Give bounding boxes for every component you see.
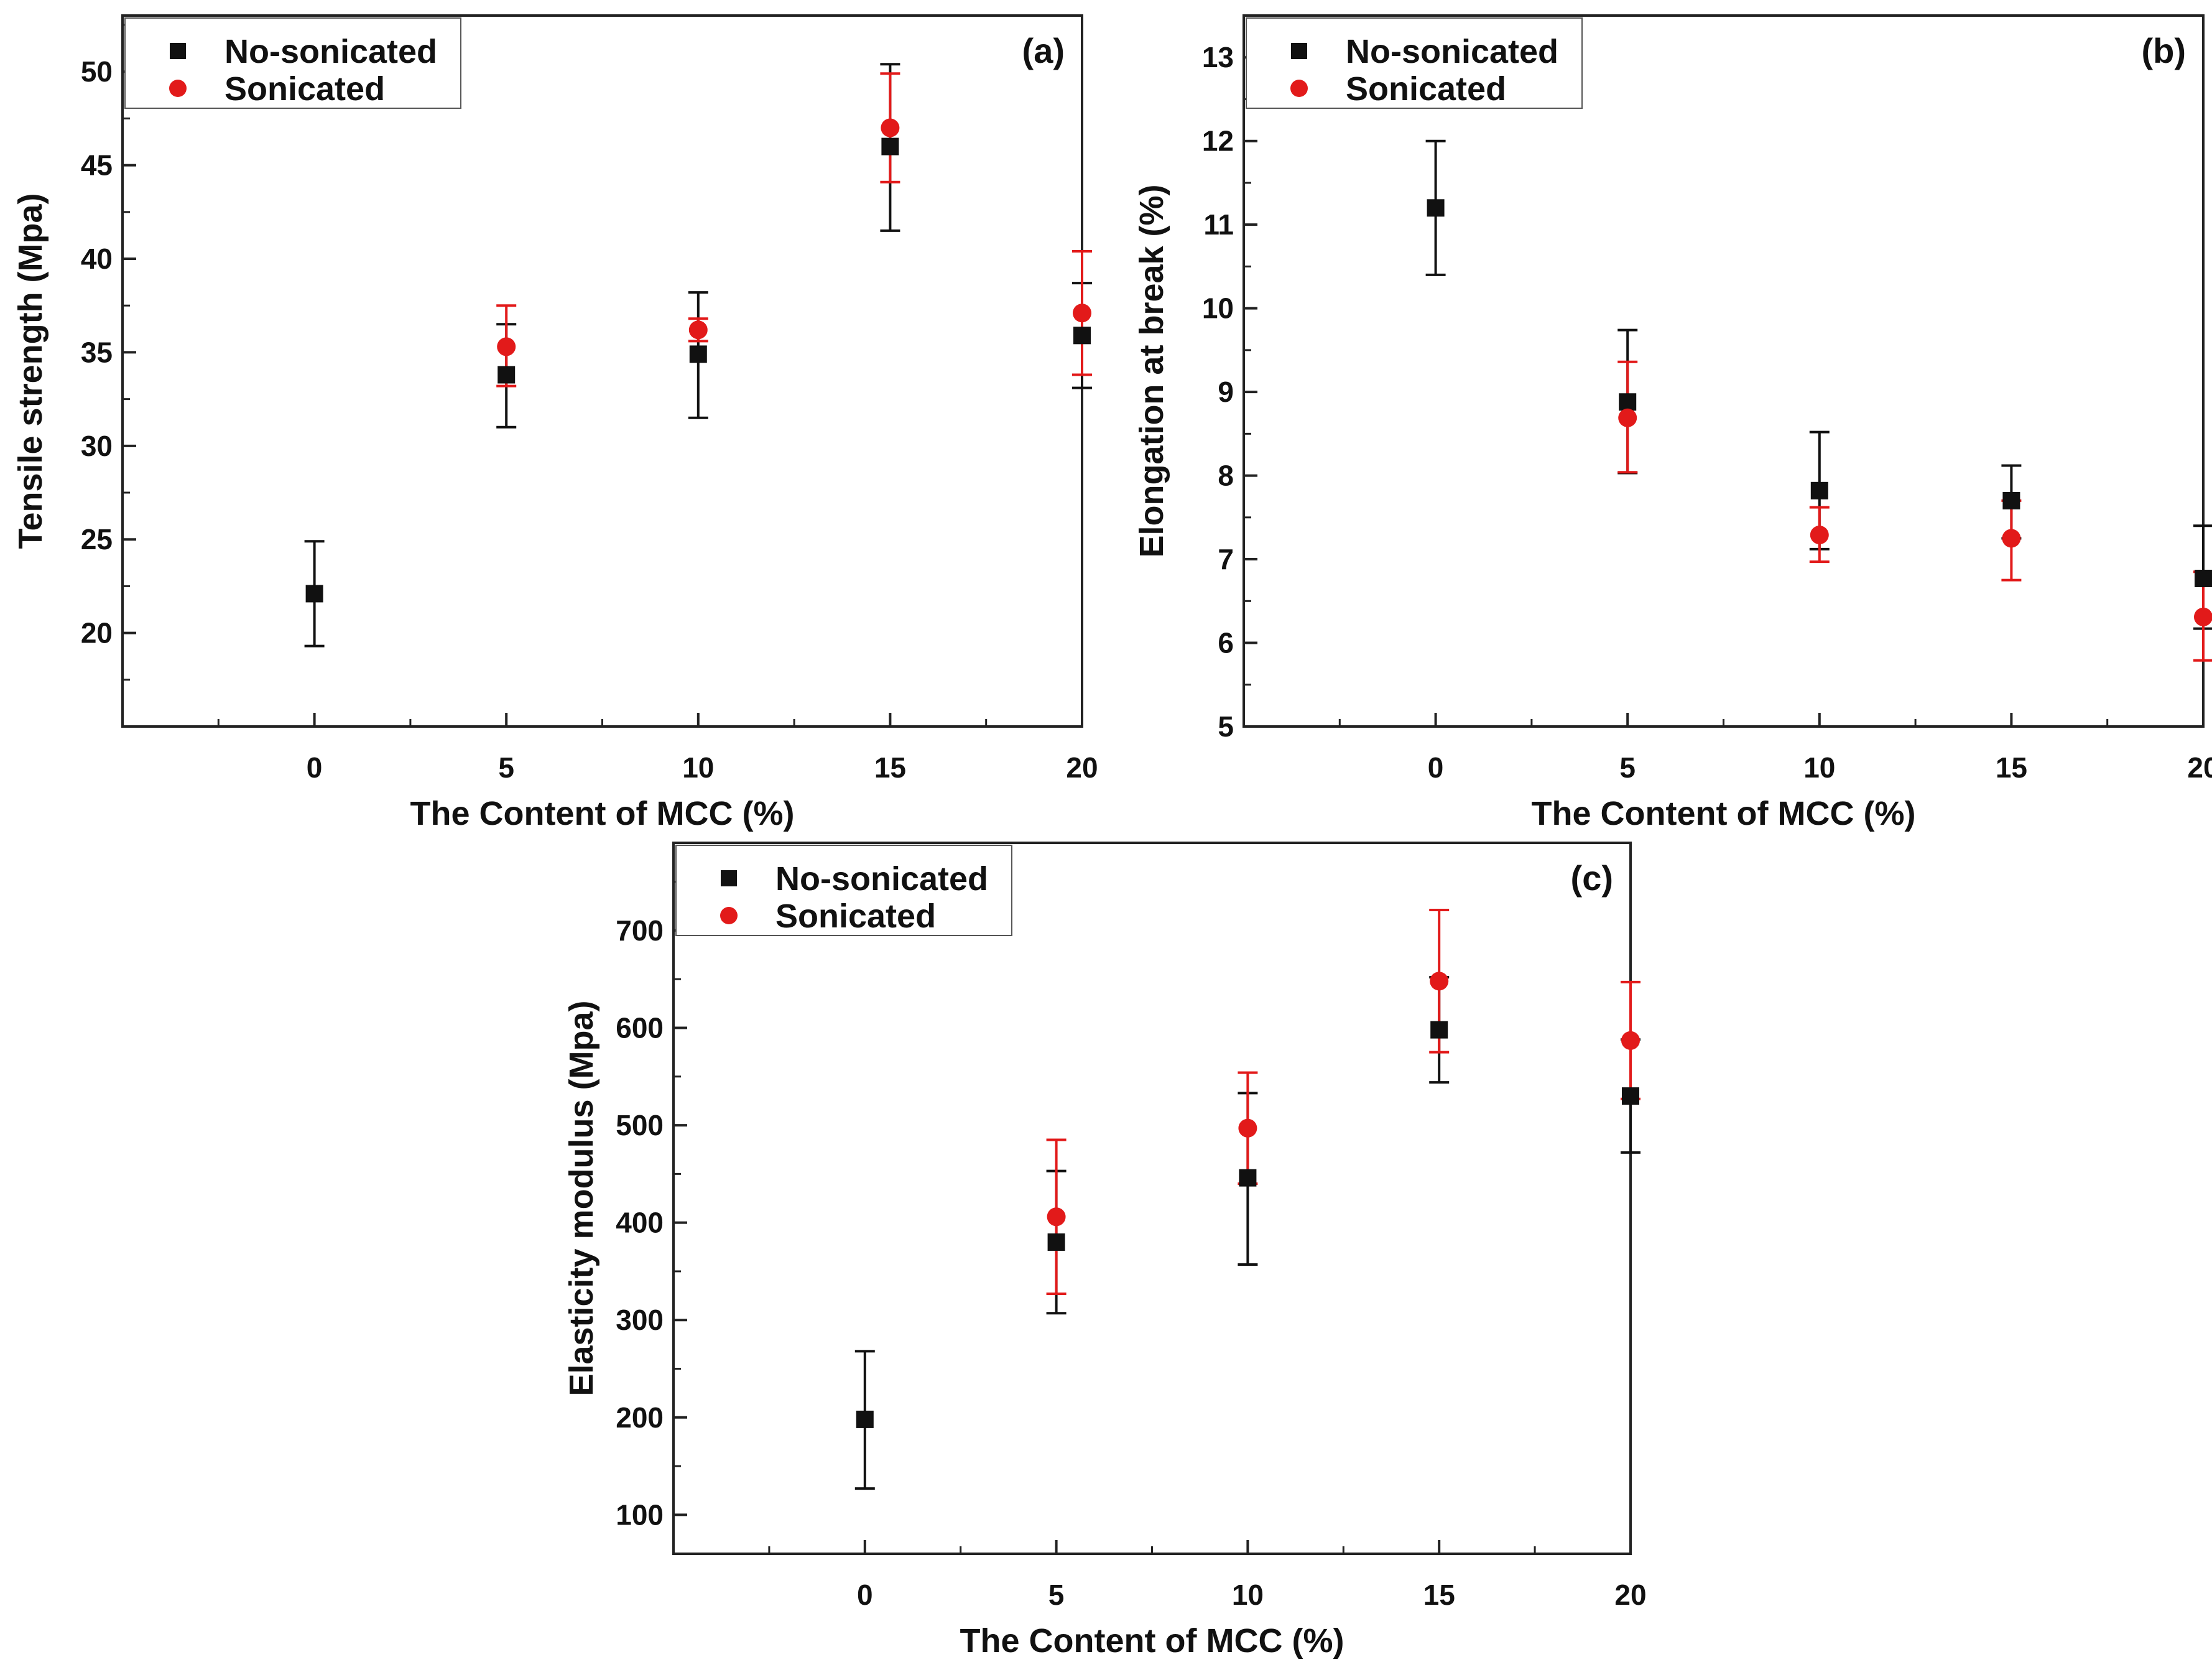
panel-c-elasticity-modulus: 0 5 10 15 20 100 200 300 400 500 600 700 The Content… [563,842,1647,1660]
y-tick-label: 9 [1218,376,1234,408]
y-tick-label: 30 [81,430,113,462]
data-point-sonicated [497,337,516,356]
x-tick-label: 5 [1619,751,1636,784]
data-point-sonicated [1618,408,1637,427]
x-tick-label: 0 [1428,751,1444,784]
y-tick-label: 500 [616,1109,664,1141]
data-point-no-sonicated [2195,569,2212,587]
y-tick-label: 200 [616,1401,664,1434]
x-axis-title: The Content of MCC (%) [410,795,795,832]
x-axis-title: The Content of MCC (%) [1532,795,1916,832]
panel-label: (b) [2141,31,2186,70]
y-tick-label: 8 [1218,460,1234,492]
data-point-sonicated [2194,607,2212,626]
x-tick-label: 20 [1614,1579,1646,1611]
x-tick-label: 15 [1423,1579,1455,1611]
y-tick-label: 50 [81,55,113,88]
data-point-sonicated [1047,1207,1066,1227]
x-tick-label: 10 [1232,1579,1264,1611]
data-point-no-sonicated [1619,393,1637,411]
data-point-no-sonicated [1239,1169,1257,1187]
data-point-sonicated [1073,304,1091,323]
x-tick-label: 10 [1803,751,1835,784]
data-point-no-sonicated [2002,491,2020,509]
legend-label-sonicated: Sonicated [1346,70,1506,108]
data-point-no-sonicated [689,345,707,363]
x-tick-label: 20 [2187,751,2212,784]
y-tick-label: 600 [616,1011,664,1044]
legend-marker-sonicated [720,907,738,924]
data-point-no-sonicated [497,366,516,384]
y-tick-label: 100 [616,1498,664,1531]
data-point-sonicated [688,320,708,340]
y-tick-label: 40 [81,243,113,275]
y-tick-label: 20 [81,617,113,649]
y-tick-label: 13 [1202,41,1234,73]
data-point-no-sonicated [881,137,899,156]
y-tick-label: 7 [1218,543,1234,575]
y-axis-title: Elasticity modulus (Mpa) [563,1000,600,1396]
data-point-no-sonicated [1430,1021,1448,1039]
legend-marker-no-sonicated [721,870,737,886]
data-point-no-sonicated [1073,327,1091,345]
x-tick-label: 15 [874,751,906,784]
data-point-sonicated [1430,972,1449,991]
data-point-sonicated [1238,1118,1257,1138]
y-tick-label: 300 [616,1304,664,1336]
data-point-no-sonicated [1427,199,1445,217]
panel-label: (a) [1022,31,1065,70]
x-tick-label: 20 [1066,751,1098,784]
y-tick-label: 12 [1202,125,1234,157]
data-point-no-sonicated [305,585,323,603]
y-axis-title: Elongation at break (%) [1133,184,1170,557]
y-tick-label: 11 [1203,208,1234,241]
legend-label-sonicated: Sonicated [775,898,936,935]
data-point-sonicated [2002,529,2021,548]
x-tick-label: 15 [1996,751,2027,784]
x-tick-label: 0 [857,1579,873,1611]
data-point-sonicated [881,118,900,137]
y-tick-label: 700 [616,914,664,947]
legend-label-no-sonicated: No-sonicated [224,33,437,70]
y-tick-label: 45 [81,149,113,182]
y-tick-label: 35 [81,336,113,368]
x-tick-label: 5 [1048,1579,1065,1611]
x-tick-label: 10 [682,751,714,784]
legend-label-sonicated: Sonicated [224,70,385,108]
x-tick-label: 0 [307,751,323,784]
y-tick-label: 5 [1218,710,1234,743]
legend-label-no-sonicated: No-sonicated [1346,33,1558,70]
x-axis-title: The Content of MCC (%) [960,1622,1344,1660]
panel-a-tensile-strength: 0 5 10 15 20 20 25 30 35 40 45 50 The Content of MCC… [12,14,1098,832]
legend-marker-no-sonicated [170,43,186,59]
x-tick-label: 5 [498,751,514,784]
legend-marker-sonicated [169,80,187,97]
panel-b-elongation-at-break: 0 5 10 15 20 5 6 7 8 9 10 11 12 13 The Content of MCC … [1133,14,2212,832]
data-point-no-sonicated [856,1410,874,1428]
data-point-sonicated [1621,1031,1640,1050]
data-point-sonicated [1810,526,1829,545]
data-point-no-sonicated [1622,1087,1639,1105]
data-point-no-sonicated [1810,481,1828,499]
data-point-no-sonicated [1047,1233,1065,1251]
legend-marker-sonicated [1290,80,1308,97]
y-tick-label: 10 [1202,292,1234,325]
legend-label-no-sonicated: No-sonicated [775,860,988,898]
y-tick-label: 25 [81,523,113,555]
legend-marker-no-sonicated [1291,43,1307,59]
panel-label: (c) [1571,858,1613,898]
y-axis-title: Tensile strength (Mpa) [12,193,49,549]
y-tick-label: 400 [616,1207,664,1239]
y-tick-label: 6 [1218,627,1234,659]
